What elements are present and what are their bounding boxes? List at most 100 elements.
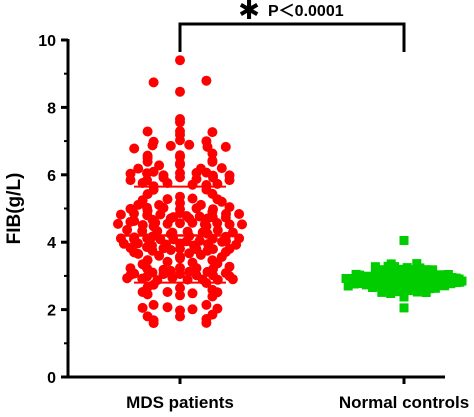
- data-point-mds: [142, 175, 152, 186]
- data-point-mds: [184, 248, 195, 259]
- data-point-mds: [142, 202, 152, 213]
- data-point-mds: [129, 216, 140, 226]
- data-point-mds: [158, 264, 169, 275]
- data-point-mds: [224, 202, 235, 213]
- data-point-control: [396, 264, 406, 274]
- data-point-mds: [208, 204, 218, 215]
- data-point-mds: [195, 163, 206, 174]
- data-point-mds: [162, 256, 173, 267]
- data-point-control: [428, 265, 438, 275]
- data-point-mds: [162, 287, 173, 297]
- data-point-mds: [207, 155, 218, 166]
- data-point-mds: [187, 257, 198, 268]
- data-point-mds: [137, 302, 148, 313]
- data-point-mds: [175, 55, 185, 66]
- data-point-mds: [122, 224, 133, 235]
- data-point-mds: [201, 299, 212, 310]
- data-point-mds: [125, 168, 136, 179]
- y-axis-title: FIB(g/L): [4, 173, 25, 245]
- data-point-mds: [175, 150, 185, 161]
- data-point-mds: [184, 139, 195, 150]
- data-point-mds: [220, 141, 231, 152]
- data-point-mds: [142, 311, 153, 322]
- data-point-mds: [182, 226, 193, 237]
- data-point-control: [402, 263, 412, 273]
- data-point-mds: [195, 199, 206, 210]
- data-point-mds: [129, 143, 140, 154]
- data-point-mds: [175, 251, 185, 262]
- data-point-mds: [207, 127, 218, 138]
- data-point-mds: [175, 86, 185, 97]
- data-point-mds: [148, 299, 159, 310]
- data-point-mds: [175, 218, 185, 229]
- data-point-control: [447, 273, 457, 282]
- data-point-mds: [148, 77, 159, 88]
- y-tick-label: 6: [47, 168, 56, 185]
- mean-sd-lines: [118, 185, 466, 288]
- axes: [61, 38, 445, 384]
- significance-star: ✱: [238, 0, 260, 26]
- data-point-control: [377, 265, 387, 275]
- data-point-mds: [194, 235, 205, 246]
- y-tick-label: 2: [47, 303, 56, 320]
- data-point-mds: [142, 126, 153, 137]
- data-point-mds: [142, 150, 153, 161]
- data-point-control: [370, 262, 380, 272]
- data-point-mds: [125, 263, 136, 274]
- data-point-mds: [201, 180, 212, 190]
- x-category-label: Normal controls: [339, 393, 469, 412]
- data-point-mds: [147, 240, 157, 251]
- significance-annotation: ✱ P＜0.0001: [178, 0, 406, 52]
- data-point-mds: [224, 261, 235, 272]
- data-point-control: [386, 259, 396, 269]
- y-tick-label: 10: [38, 33, 56, 50]
- y-tick-label: 0: [47, 370, 56, 387]
- data-point-control: [409, 265, 418, 275]
- data-point-mds: [154, 200, 165, 210]
- data-point-mds: [207, 284, 218, 295]
- data-point-mds: [175, 305, 185, 316]
- data-point-mds: [187, 193, 198, 204]
- data-point-mds: [201, 136, 212, 147]
- data-point-control: [399, 303, 409, 313]
- data-point-mds: [155, 234, 166, 245]
- data-point-mds: [187, 304, 198, 315]
- data-points: [113, 55, 467, 329]
- data-point-mds: [212, 225, 223, 236]
- data-point-mds: [162, 194, 173, 205]
- significance-bracket: [178, 22, 406, 52]
- data-point-mds: [129, 232, 140, 243]
- y-tick-label: 4: [47, 235, 56, 252]
- data-point-mds: [187, 288, 198, 299]
- data-point-mds: [175, 283, 185, 293]
- data-point-mds: [154, 160, 165, 171]
- data-point-mds: [201, 75, 212, 86]
- data-point-mds: [113, 218, 123, 229]
- data-point-mds: [224, 170, 235, 181]
- data-point-mds: [148, 136, 159, 147]
- data-point-mds: [142, 255, 153, 266]
- significance-p-value: P＜0.0001: [268, 3, 344, 20]
- data-point-mds: [207, 255, 218, 266]
- data-point-mds: [137, 220, 148, 230]
- data-point-mds: [175, 262, 185, 273]
- labels: 0 2 4 6 8 10 MDS patients Normal controls FIB(g/…: [4, 33, 469, 412]
- data-point-mds: [216, 163, 227, 174]
- data-point-mds: [165, 140, 176, 151]
- data-point-mds: [175, 126, 185, 137]
- data-point-control: [383, 268, 393, 278]
- data-point-mds: [115, 209, 126, 220]
- data-point-mds: [125, 203, 136, 214]
- data-point-mds: [234, 209, 245, 219]
- data-point-control: [412, 259, 422, 269]
- data-point-mds: [133, 163, 144, 174]
- data-point-mds: [194, 211, 205, 222]
- data-point-mds: [237, 219, 247, 230]
- data-point-mds: [158, 170, 169, 181]
- data-point-mds: [175, 191, 185, 202]
- x-category-label: MDS patients: [126, 393, 234, 412]
- data-point-mds: [175, 290, 185, 301]
- data-point-mds: [175, 168, 185, 178]
- data-point-mds: [212, 303, 223, 314]
